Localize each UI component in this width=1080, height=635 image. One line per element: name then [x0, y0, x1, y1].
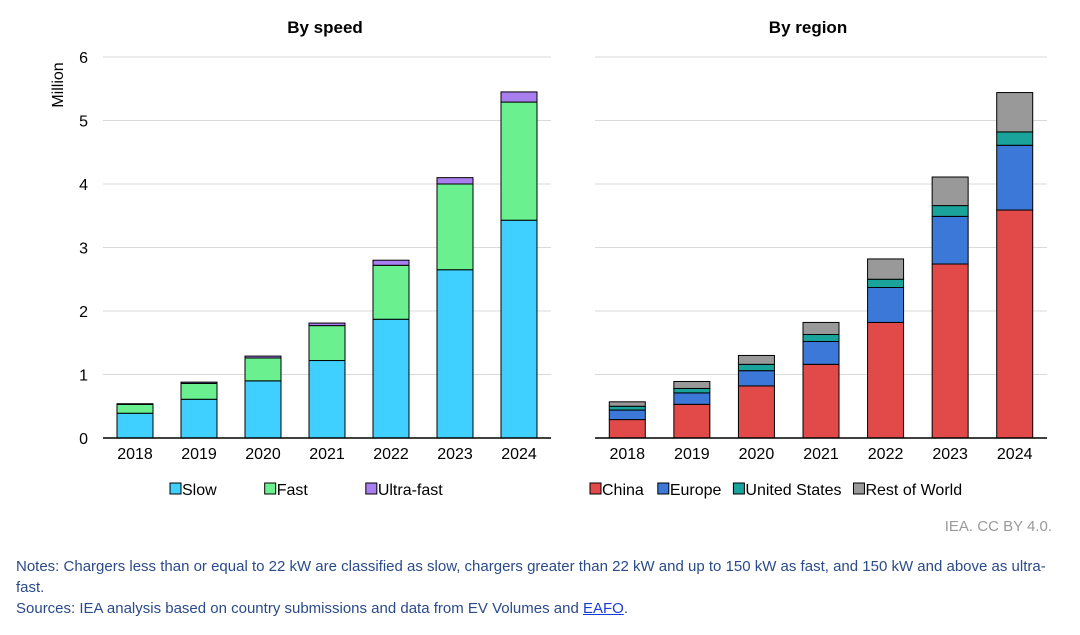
x-tick-label: 2023	[437, 446, 473, 463]
bar-segment-fast	[244, 357, 282, 382]
bar-segment-china	[802, 363, 840, 439]
x-tick-label: 2020	[739, 446, 775, 463]
bar-segment-europe	[673, 392, 711, 405]
sources-prefix: Sources: IEA analysis based on country s…	[16, 600, 583, 617]
bar-segment-slow	[116, 412, 154, 439]
x-tick-label: 2022	[868, 446, 904, 463]
bar-segment-united-states	[737, 363, 775, 372]
chart-by-speed: By speed 0 1 2 3 4 5 6 Million 2018 2019 2020 2021 20…	[50, 18, 551, 499]
bar-segment-fast	[372, 264, 410, 320]
bar-segment-united-states	[673, 387, 711, 394]
bar-segment-fast	[436, 183, 474, 271]
x-tick-label: 2019	[181, 446, 217, 463]
charts-area: By speed 0 1 2 3 4 5 6 Million 2018 2019 2020 2021 20…	[50, 18, 1047, 499]
bar-segment-europe	[867, 287, 905, 323]
legend-swatch	[852, 482, 865, 495]
bar-segment-ultra-fast	[436, 177, 474, 185]
x-tick-label: 2021	[309, 446, 345, 463]
bar-segment-china	[737, 385, 775, 439]
notes-text: Notes: Chargers less than or equal to 22…	[16, 558, 1046, 596]
chart-title: By region	[769, 18, 847, 37]
bar-segment-ultra-fast	[180, 381, 218, 384]
x-tick-label: 2019	[674, 446, 710, 463]
x-tick-label: 2024	[501, 446, 537, 463]
legend-swatch	[169, 482, 182, 495]
x-tick-label: 2021	[803, 446, 839, 463]
y-tick-label: 1	[79, 368, 88, 385]
bar-segment-ultra-fast	[500, 91, 538, 103]
bar-segment-rest-of-world	[931, 176, 969, 207]
y-tick-label: 6	[79, 50, 88, 67]
bar-segment-slow	[436, 269, 474, 439]
legend-label: Slow	[182, 482, 217, 499]
notes-block: Notes: Chargers less than or equal to 22…	[16, 556, 1066, 619]
chart-title: By speed	[287, 18, 363, 37]
bar-segment-europe	[608, 409, 646, 421]
bar-segment-united-states	[802, 333, 840, 342]
sources-suffix: .	[623, 600, 628, 617]
bar-segment-china	[867, 321, 905, 439]
bar-segment-slow	[180, 398, 218, 439]
sources-text: Sources: IEA analysis based on country s…	[16, 598, 1066, 619]
legend-swatch	[589, 482, 602, 495]
bar-segment-rest-of-world	[673, 380, 711, 389]
bar-segment-slow	[500, 219, 538, 439]
bar-segment-rest-of-world	[867, 258, 905, 280]
bar-segment-fast	[308, 325, 346, 362]
legend-label: Ultra-fast	[378, 482, 443, 499]
bar-segment-united-states	[996, 131, 1034, 146]
x-tick-label: 2018	[117, 446, 153, 463]
bar-segment-ultra-fast	[116, 403, 154, 405]
bar-segment-ultra-fast	[372, 259, 410, 266]
bar-segment-rest-of-world	[737, 354, 775, 365]
bar-segment-ultra-fast	[308, 322, 346, 327]
legend-label: Rest of World	[865, 482, 962, 499]
bar-segment-china	[996, 209, 1034, 439]
y-tick-label: 3	[79, 241, 88, 258]
credit-text: IEA. CC BY 4.0.	[944, 518, 1052, 535]
x-tick-label: 2023	[932, 446, 968, 463]
bar-segment-united-states	[867, 278, 905, 289]
legend-label: United States	[745, 482, 841, 499]
bar-segment-rest-of-world	[996, 92, 1034, 133]
legend-swatch	[365, 482, 378, 495]
x-tick-label: 2022	[373, 446, 409, 463]
y-tick-label: 2	[79, 304, 88, 321]
y-axis-label: Million	[50, 62, 67, 107]
bar-segment-europe	[996, 144, 1034, 211]
x-tick-label: 2024	[997, 446, 1033, 463]
bar-segment-slow	[244, 380, 282, 439]
y-tick-label: 0	[79, 431, 88, 448]
legend-swatch	[732, 482, 745, 495]
bar-segment-united-states	[931, 205, 969, 217]
bar-segment-china	[608, 419, 646, 439]
bar-segment-europe	[737, 370, 775, 387]
legend-label: Europe	[670, 482, 722, 499]
bar-segment-rest-of-world	[608, 401, 646, 407]
chart-by-region: By region 2018 2019 2020 2021 2022 2023 2024 Chi…	[589, 18, 1047, 499]
y-tick-label: 4	[79, 177, 88, 194]
bar-segment-ultra-fast	[244, 355, 282, 359]
x-tick-label: 2020	[245, 446, 281, 463]
legend-swatch	[657, 482, 670, 495]
legend-swatch	[264, 482, 277, 495]
x-tick-label: 2018	[609, 446, 645, 463]
bar-segment-china	[673, 403, 711, 439]
bar-segment-china	[931, 263, 969, 439]
bar-segment-rest-of-world	[802, 321, 840, 335]
bar-segment-slow	[308, 360, 346, 439]
bar-segment-slow	[372, 318, 410, 439]
legend-label: China	[602, 482, 644, 499]
bar-segment-fast	[116, 403, 154, 414]
eafo-link[interactable]: EAFO	[582, 600, 624, 617]
bar-segment-fast	[180, 382, 218, 400]
bar-segment-europe	[802, 340, 840, 365]
bar-segment-fast	[500, 101, 538, 221]
legend-label: Fast	[277, 482, 309, 499]
bar-segment-united-states	[608, 405, 646, 411]
y-tick-label: 5	[79, 114, 88, 131]
bar-segment-europe	[931, 215, 969, 265]
